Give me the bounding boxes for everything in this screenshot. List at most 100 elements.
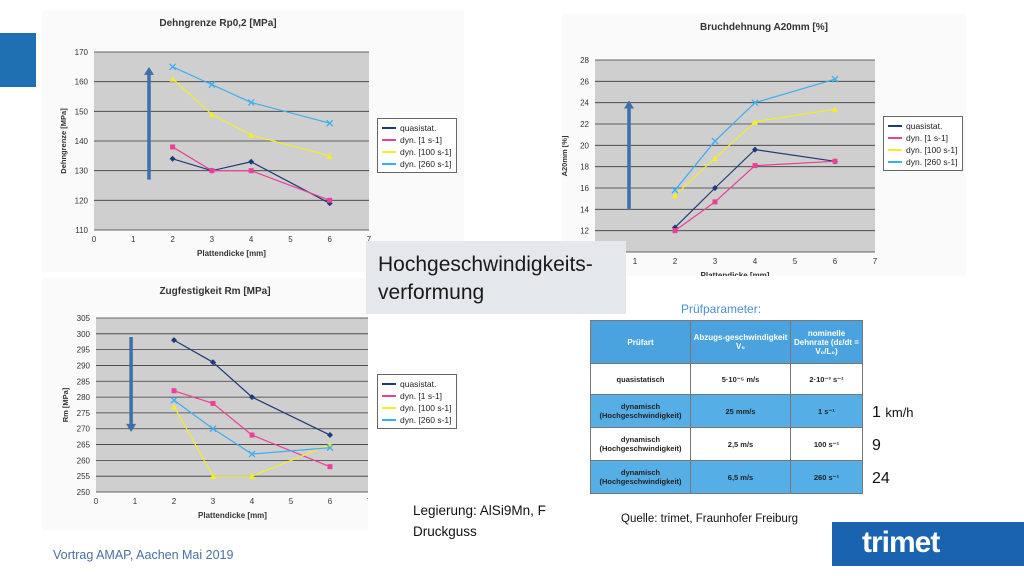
x-tick-label: 4 [249,235,254,244]
source-note: Quelle: trimet, Fraunhofer Freiburg [621,513,799,525]
legend-swatch [382,163,396,165]
data-point [209,425,217,433]
y-axis-label: A20mm [%] [562,135,569,176]
y-tick-label: 265 [77,441,91,450]
data-point [832,106,838,113]
data-point [248,450,256,458]
chart-legend: quasistat. dyn. [1 s-1] dyn. [100 s-1] dyn.… [377,118,457,173]
table-row: dynamisch (Hochgeschwindigkeit) 6,5 m/s … [590,460,863,494]
table-row: dynamisch (Hochgeschwindigkeit) 2,5 m/s … [590,427,863,461]
data-point [210,473,216,480]
logo-text: trimet [862,526,940,559]
y-tick-label: 260 [77,456,91,465]
data-point [171,337,177,344]
legend-entry: dyn. [100 s-1] [382,402,452,414]
x-axis-label: Plattendicke [mm] [701,271,770,276]
y-tick-label: 120 [75,196,89,205]
x-tick-label: 5 [288,235,293,244]
legend-entry: dyn. [1 s-1] [888,132,958,144]
y-tick-label: 250 [77,488,91,497]
params-title: Prüfparameter: [681,302,762,316]
legend-swatch [888,125,902,127]
legend-swatch [888,161,902,163]
data-point [326,119,334,127]
series-line [172,78,330,157]
title-box: Hochgeschwindigkeits- verformung [366,241,626,314]
chart-zugfestigkeit: Zugfestigkeit Rm [MPa] 250 255 260 265 270 27… [42,278,457,530]
data-point [249,394,255,401]
data-point [209,168,215,174]
plot-area [595,60,875,252]
x-tick-label: 7 [873,257,878,266]
table-cell: 25 mm/s [690,394,791,428]
x-tick-label: 1 [133,497,138,506]
legend-label: dyn. [1 s-1] [906,133,949,143]
x-tick-label: 6 [327,235,332,244]
y-tick-label: 270 [77,425,91,434]
x-tick-label: 3 [210,235,215,244]
data-point [671,186,679,194]
legend-entry: dyn. [100 s-1] [382,146,452,158]
legend-swatch [382,383,396,385]
legend-label: dyn. [100 s-1] [906,145,958,155]
data-point [247,98,255,106]
accent-square [0,33,36,87]
y-tick-label: 20 [580,141,589,150]
y-tick-label: 14 [580,205,589,214]
params-header-rate: nominelle Dehnrate (dε/dt = V₀/L₀) [790,320,863,364]
legend-label: dyn. [1 s-1] [400,135,443,145]
series-line [674,160,836,232]
x-tick-label: 7 [367,497,368,506]
trend-arrow-head [126,423,137,432]
data-point [208,81,216,89]
y-tick-label: 16 [580,184,589,193]
series-line [172,146,330,201]
data-point [249,432,255,438]
data-point [169,155,176,162]
data-point [248,168,254,174]
slide-title-line1: Hochgeschwindigkeits- [378,253,593,276]
y-tick-label: 255 [77,472,91,481]
table-cell: dynamisch (Hochgeschwindigkeit) [590,460,691,494]
data-point [831,75,839,83]
series-line [173,399,331,455]
table-cell: 1 s⁻¹ [790,394,863,428]
data-point [249,473,255,480]
table-cell: 100 s⁻¹ [790,427,863,461]
y-axis-label: Dehngrenze [MPa] [59,108,68,174]
series-line [674,148,836,228]
y-tick-label: 305 [77,314,91,323]
x-tick-label: 6 [328,497,333,506]
x-tick-label: 1 [131,235,136,244]
chart-svg-bruchdehnung: 1012141618202224262801234567Plattendicke… [562,56,878,276]
legend-label: dyn. [260 s-1] [400,415,452,425]
x-tick-label: 2 [172,497,177,506]
x-tick-label: 3 [713,257,718,266]
legend-swatch [382,395,396,397]
alloy-note: Legierung: AlSi9Mn, F Druckguss [413,500,546,542]
x-tick-label: 5 [289,497,294,506]
data-point [752,118,758,125]
y-tick-label: 18 [580,163,589,172]
series-line [172,66,330,124]
chart-dehngrenze: Dehngrenze Rp0,2 [MPa] 110 120 130 140 150 16… [42,10,464,272]
alloy-line1: Legierung: AlSi9Mn, F [413,503,546,518]
data-point [327,464,333,470]
series-line [173,339,331,436]
data-point [248,158,255,165]
data-point [169,63,177,71]
speed-kmh-3: 24 [872,470,890,487]
chart-bruchdehnung: Bruchdehnung A20mm [%] 10121416182022242… [562,14,966,276]
speed-kmh-1: 1 km/h [872,404,914,422]
footer-text: Vortrag AMAP, Aachen Mai 2019 [53,548,234,562]
legend-swatch [382,407,396,409]
y-tick-label: 24 [580,99,589,108]
x-tick-label: 7 [367,235,372,244]
data-point [210,359,216,366]
legend-entry: dyn. [260 s-1] [382,158,452,170]
table-row: dynamisch (Hochgeschwindigkeit) 25 mm/s … [590,394,863,428]
x-tick-label: 3 [211,497,216,506]
x-tick-label: 2 [673,257,678,266]
chart-svg-dehngrenze: 110 120 130 140 150 160 170 0 1 2 3 4 5 6 7 Plattendick… [59,48,372,258]
legend-entry: dyn. [100 s-1] [888,144,958,156]
